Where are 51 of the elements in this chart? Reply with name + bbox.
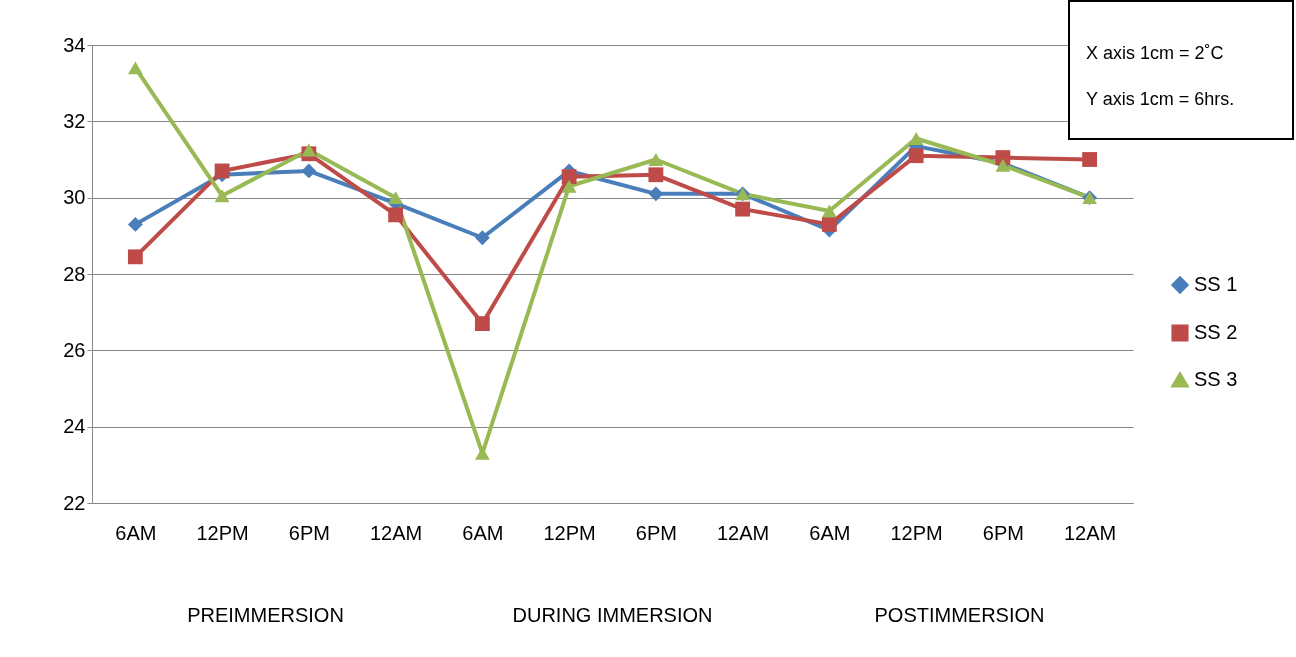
x-tick-label: 6PM (982, 521, 1024, 544)
point (388, 207, 404, 223)
point (821, 204, 837, 218)
point (908, 148, 924, 164)
x-tick-label: 6PM (288, 521, 330, 544)
annotation: Y axis 1cm = 6hrs. (1086, 88, 1236, 111)
x-tick-label: 6PM (635, 521, 677, 544)
point (301, 163, 317, 179)
point (561, 179, 577, 193)
text: POSTIMMERSION (873, 604, 1046, 627)
point (908, 132, 924, 145)
point (127, 249, 143, 265)
point (301, 143, 317, 157)
legend-label: SS 3 (1194, 368, 1238, 390)
x-tick-label: 12PM (543, 521, 596, 544)
point (648, 186, 664, 202)
x-tick-label: 12PM (890, 521, 943, 544)
legend-label: SS 2 (1194, 321, 1238, 343)
y-tick-label: 34 (63, 33, 86, 56)
x-tick-label: 12PM (196, 521, 249, 544)
y-tick-label: 32 (63, 109, 86, 132)
x-tick-label: 6AM (462, 521, 504, 544)
point (1082, 152, 1098, 167)
x-tick-label: 6AM (809, 521, 851, 544)
note-box: X axis 1cm = 2˚C Y axis 1cm = 6hrs. (1068, 0, 1294, 140)
x-tick-label: 6AM (115, 521, 157, 544)
y-tick-label: 28 (63, 262, 86, 285)
point (474, 316, 490, 332)
annotation: X axis 1cm = 2˚C (1086, 42, 1225, 65)
point (561, 169, 577, 185)
y-tick-label: 26 (63, 338, 86, 361)
point (127, 61, 143, 75)
point (127, 216, 143, 232)
point (388, 191, 404, 205)
point (474, 230, 490, 246)
point (214, 163, 230, 179)
x-tick-label: 12AM (1064, 521, 1117, 544)
x-tick-label: 12AM (717, 521, 770, 544)
text: PREIMMERSION (186, 604, 345, 627)
point (648, 167, 664, 183)
legend-label: SS 1 (1194, 273, 1238, 295)
y-tick-label: 24 (63, 415, 86, 438)
y-tick-label: 30 (63, 186, 86, 209)
point (995, 150, 1011, 166)
point (214, 189, 230, 203)
text: DURING IMMERSION (511, 604, 714, 627)
y-tick-label: 22 (63, 491, 86, 514)
x-tick-label: 12AM (370, 521, 423, 544)
point (648, 153, 664, 166)
point (735, 201, 751, 217)
point (821, 216, 837, 232)
